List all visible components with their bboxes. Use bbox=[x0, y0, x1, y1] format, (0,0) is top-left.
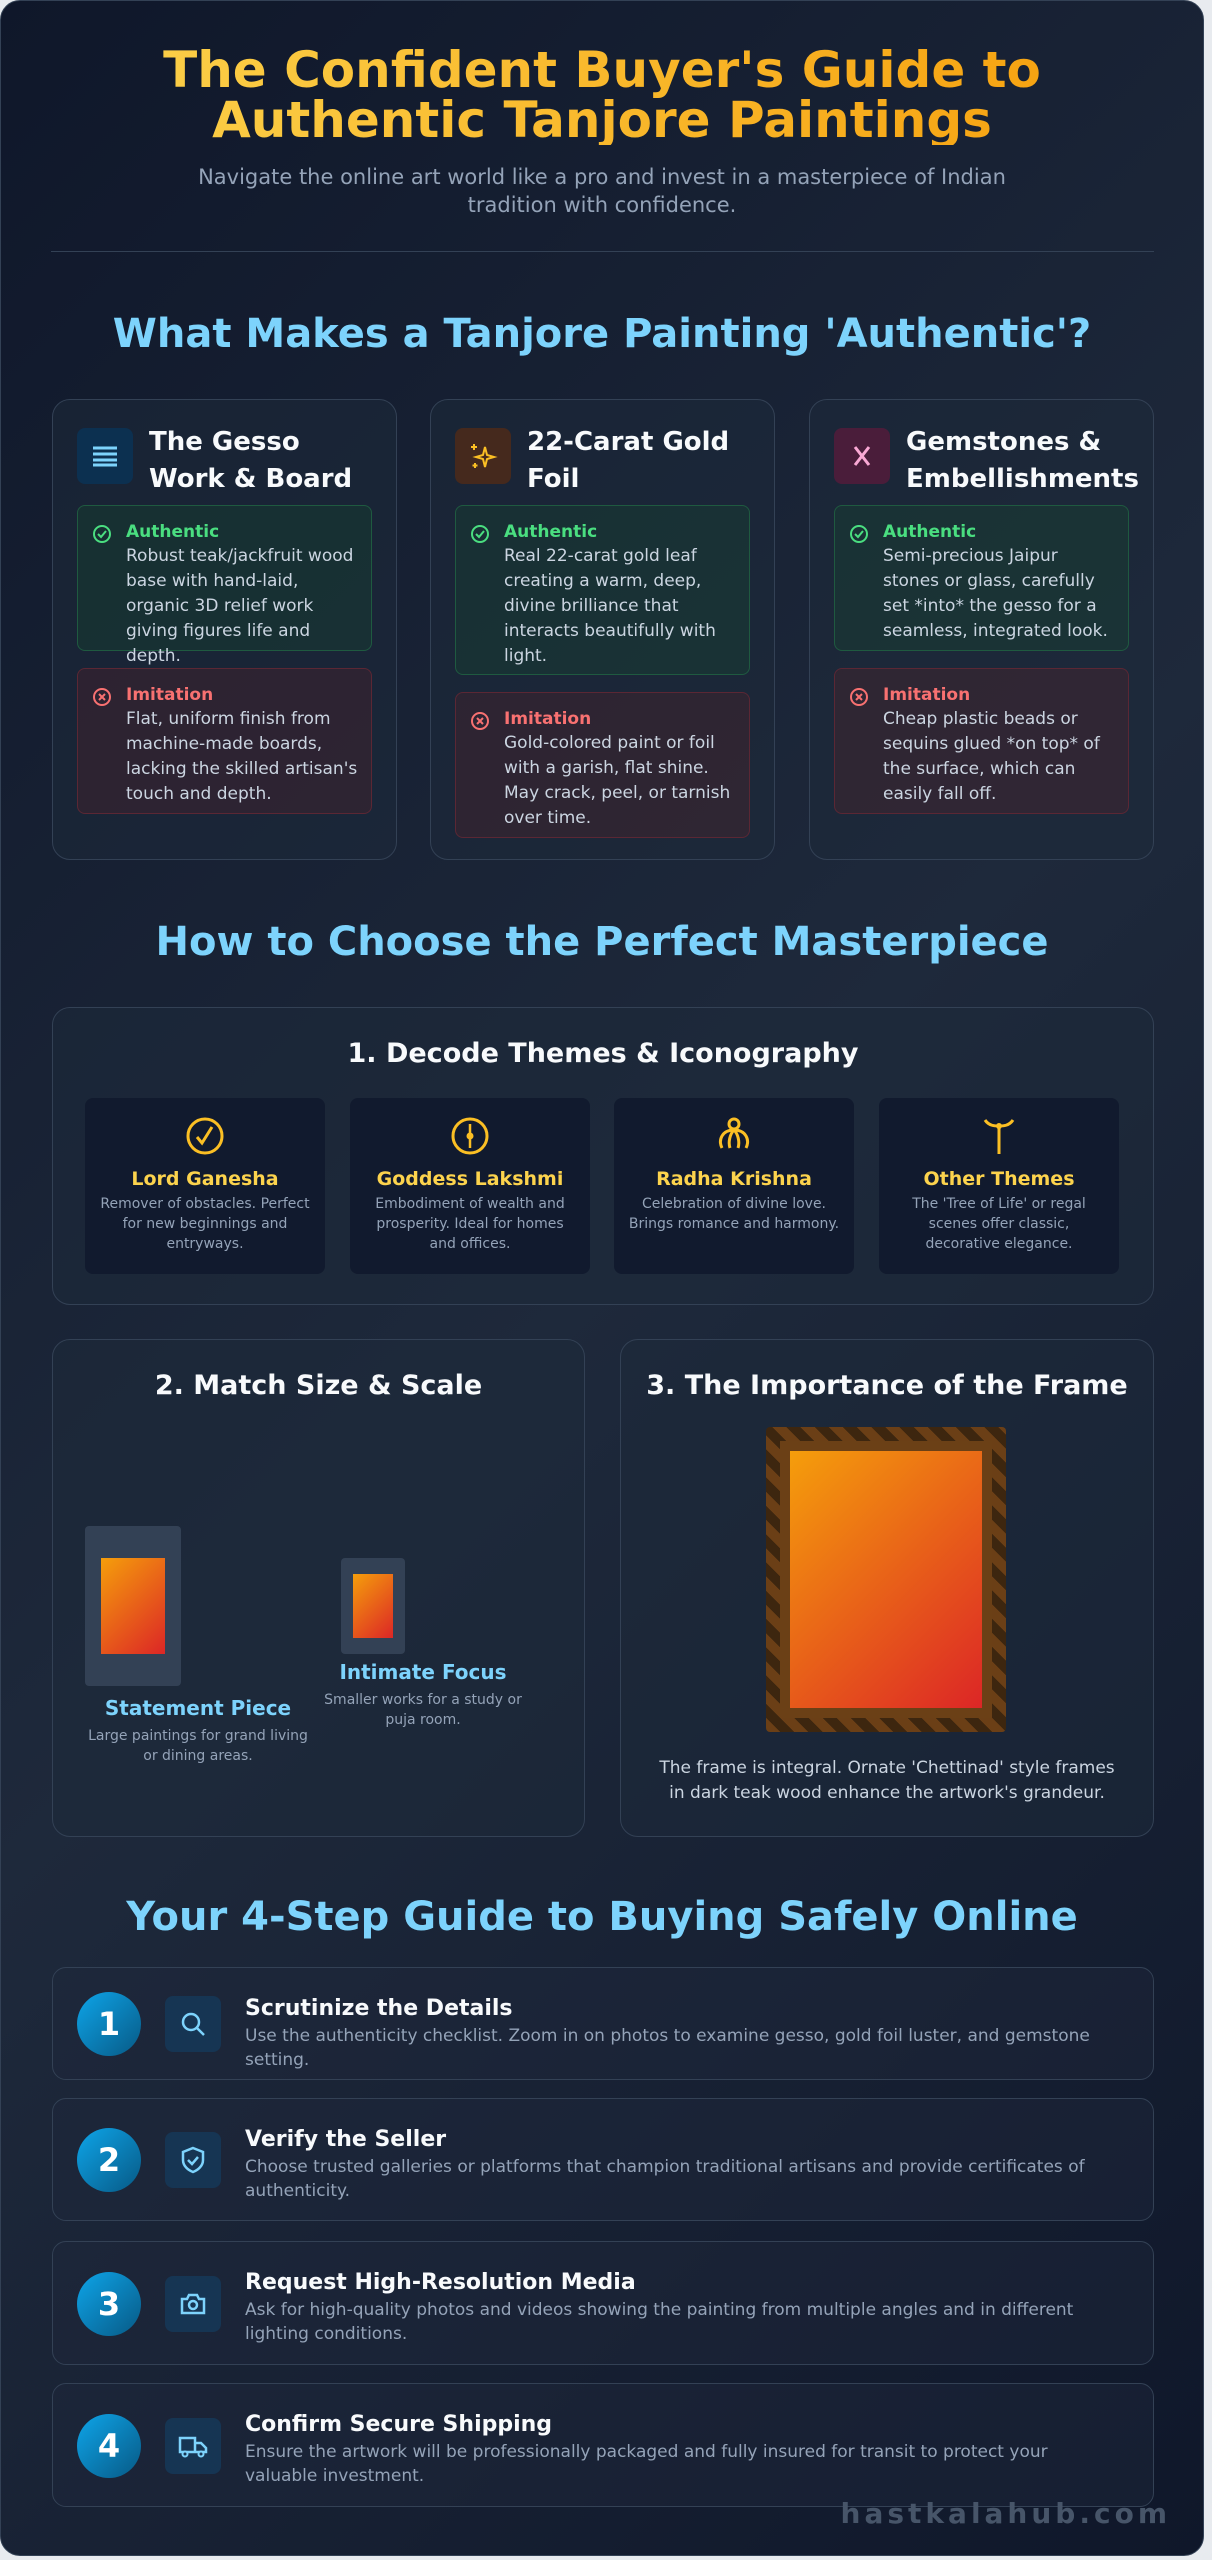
imitation-text: Cheap plastic beads or sequins glued *on… bbox=[883, 709, 1100, 804]
steps-heading: Your 4-Step Guide to Buying Safely Onlin… bbox=[126, 1894, 1078, 1940]
check-circle-icon bbox=[471, 525, 489, 543]
step-3: 3 Request High-Resolution Media Ask for h… bbox=[52, 2241, 1154, 2365]
x-circle-icon bbox=[93, 688, 111, 706]
imitation-label: Imitation bbox=[126, 685, 214, 705]
painting-artwork bbox=[790, 1451, 982, 1708]
step-title: Confirm Secure Shipping bbox=[245, 2412, 553, 2437]
frame-card: 3. The Importance of the Frame The frame… bbox=[620, 1339, 1154, 1837]
theme-radha-krishna: Radha Krishna Celebration of divine love… bbox=[614, 1098, 854, 1274]
imitation-box: Imitation Gold-colored paint or foil wit… bbox=[455, 692, 750, 838]
themes-title: 1. Decode Themes & Iconography bbox=[347, 1038, 859, 1069]
intimate-focus: Intimate Focus Smaller works for a study… bbox=[313, 1660, 533, 1730]
size-title: 2. Match Size & Scale bbox=[154, 1370, 483, 1401]
small-painting-illustration bbox=[341, 1558, 405, 1654]
theme-name: Radha Krishna bbox=[656, 1168, 812, 1190]
step-desc: Use the authenticity checklist. Zoom in … bbox=[245, 2026, 1090, 2070]
step-2: 2 Verify the Seller Choose trusted galler… bbox=[52, 2098, 1154, 2221]
step-number: 3 bbox=[77, 2272, 141, 2336]
imitation-text: Flat, uniform finish from machine-made b… bbox=[126, 709, 358, 804]
painting-artwork bbox=[101, 1558, 165, 1654]
step-title: Scrutinize the Details bbox=[245, 1996, 513, 2021]
theme-name: Goddess Lakshmi bbox=[376, 1168, 564, 1190]
lakshmi-icon bbox=[451, 1117, 489, 1155]
layers-icon bbox=[77, 428, 133, 484]
theme-desc: Celebration of divine love. Brings roman… bbox=[628, 1196, 840, 1232]
authenticity-heading: What Makes a Tanjore Painting 'Authentic… bbox=[112, 311, 1092, 357]
truck-icon bbox=[165, 2418, 221, 2474]
step-1: 1 Scrutinize the Details Use the authenti… bbox=[52, 1967, 1154, 2080]
page-subtitle: Navigate the online art world like a pro… bbox=[198, 165, 1006, 217]
theme-name: Lord Ganesha bbox=[131, 1168, 279, 1190]
step-desc: Choose trusted galleries or platforms th… bbox=[245, 2157, 1085, 2201]
step-number: 2 bbox=[77, 2128, 141, 2192]
authentic-box: Authentic Real 22-carat gold leaf creati… bbox=[455, 505, 750, 675]
imitation-label: Imitation bbox=[504, 709, 592, 729]
step-number: 4 bbox=[77, 2414, 141, 2478]
search-icon bbox=[165, 1996, 221, 2052]
choose-heading: How to Choose the Perfect Masterpiece bbox=[155, 919, 1049, 965]
step-desc: Ensure the artwork will be professionall… bbox=[245, 2442, 1048, 2486]
size-label: Statement Piece bbox=[104, 1696, 292, 1720]
page-title: The Confident Buyer's Guide to Authentic… bbox=[41, 45, 1163, 145]
step-number: 1 bbox=[77, 1992, 141, 2056]
imitation-label: Imitation bbox=[883, 685, 971, 705]
themes-card: 1. Decode Themes & Iconography Lord Gane… bbox=[52, 1007, 1154, 1305]
feature-card-gemstones: Gemstones & Embellishments Authentic Sem… bbox=[809, 399, 1154, 860]
feature-card-gesso: The Gesso Work & Board Authentic Robust … bbox=[52, 399, 397, 860]
imitation-text: Gold-colored paint or foil with a garish… bbox=[504, 733, 731, 828]
divider bbox=[51, 251, 1154, 252]
check-circle-icon bbox=[93, 525, 111, 543]
authentic-text: Robust teak/jackfruit wood base with han… bbox=[126, 546, 354, 666]
radha-krishna-icon bbox=[719, 1117, 749, 1149]
statement-piece: Statement Piece Large paintings for gran… bbox=[53, 1696, 343, 1766]
tree-of-life-icon bbox=[983, 1119, 1015, 1154]
theme-name: Other Themes bbox=[923, 1168, 1075, 1190]
size-card: 2. Match Size & Scale Statement Piece La… bbox=[52, 1339, 585, 1837]
imitation-box: Imitation Cheap plastic beads or sequins… bbox=[834, 668, 1129, 814]
frame-title: 3. The Importance of the Frame bbox=[646, 1370, 1128, 1401]
authentic-label: Authentic bbox=[883, 522, 977, 542]
painting-artwork bbox=[353, 1574, 393, 1638]
feature-title: Gemstones & Embellishments bbox=[906, 427, 1139, 494]
size-desc: Large paintings for grand living or dini… bbox=[88, 1728, 308, 1764]
x-circle-icon bbox=[850, 688, 868, 706]
authentic-label: Authentic bbox=[504, 522, 598, 542]
step-desc: Ask for high-quality photos and videos s… bbox=[245, 2300, 1074, 2344]
step-title: Request High-Resolution Media bbox=[245, 2270, 636, 2295]
size-label: Intimate Focus bbox=[339, 1660, 507, 1684]
feature-title: 22-Carat Gold Foil bbox=[527, 427, 730, 494]
step-4: 4 Confirm Secure Shipping Ensure the artw… bbox=[52, 2383, 1154, 2507]
size-desc: Smaller works for a study or puja room. bbox=[324, 1692, 522, 1728]
x-circle-icon bbox=[471, 712, 489, 730]
authentic-text: Semi-precious Jaipur stones or glass, ca… bbox=[883, 546, 1108, 641]
authentic-box: Authentic Semi-precious Jaipur stones or… bbox=[834, 505, 1129, 651]
step-title: Verify the Seller bbox=[245, 2127, 447, 2152]
check-circle-icon bbox=[850, 525, 868, 543]
sparkles-icon bbox=[455, 428, 511, 484]
authentic-box: Authentic Robust teak/jackfruit wood bas… bbox=[77, 505, 372, 666]
theme-desc: Remover of obstacles. Perfect for new be… bbox=[100, 1196, 310, 1252]
shield-check-icon bbox=[165, 2132, 221, 2188]
watermark: hastkalahub.com bbox=[840, 2497, 1171, 2530]
theme-lakshmi: Goddess Lakshmi Embodiment of wealth and… bbox=[350, 1098, 590, 1274]
theme-desc: The 'Tree of Life' or regal scenes offer… bbox=[912, 1196, 1086, 1252]
theme-ganesha: Lord Ganesha Remover of obstacles. Perfe… bbox=[85, 1098, 325, 1274]
authentic-label: Authentic bbox=[126, 522, 220, 542]
feature-card-gold: 22-Carat Gold Foil Authentic Real 22-car… bbox=[430, 399, 775, 860]
ganesha-icon bbox=[186, 1117, 224, 1155]
theme-other: Other Themes The 'Tree of Life' or regal… bbox=[879, 1098, 1119, 1274]
large-painting-illustration bbox=[85, 1526, 181, 1686]
camera-icon bbox=[165, 2276, 221, 2332]
feature-title: The Gesso Work & Board bbox=[149, 427, 353, 494]
authentic-text: Real 22-carat gold leaf creating a warm,… bbox=[504, 546, 716, 666]
ornate-frame-illustration bbox=[766, 1427, 1006, 1732]
theme-desc: Embodiment of wealth and prosperity. Ide… bbox=[375, 1196, 565, 1252]
imitation-box: Imitation Flat, uniform finish from mach… bbox=[77, 668, 372, 814]
frame-desc: The frame is integral. Ornate 'Chettinad… bbox=[659, 1758, 1115, 1803]
gem-icon bbox=[834, 428, 890, 484]
